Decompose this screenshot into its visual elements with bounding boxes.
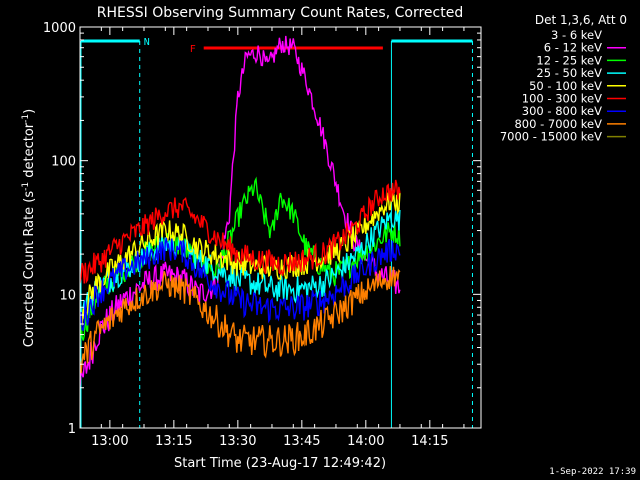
- flare-flag-label: F: [190, 44, 196, 55]
- series-line-5: [80, 190, 401, 326]
- legend-label: 7000 - 15000 keV: [500, 130, 602, 144]
- x-tick-label: 14:15: [411, 434, 448, 449]
- legend-label: 3 - 6 keV: [551, 28, 602, 42]
- y-tick-label: 100: [51, 155, 76, 170]
- y-axis-label-main: Corrected Count Rate (s: [22, 191, 37, 348]
- series-line-7: [80, 237, 401, 332]
- legend-label: 50 - 100 keV: [529, 79, 602, 93]
- legend-label: 100 - 300 keV: [522, 92, 602, 106]
- legend-label: 300 - 800 keV: [522, 104, 602, 118]
- series-line-8: [80, 266, 401, 374]
- x-axis-label: Start Time (23-Aug-17 12:49:42): [174, 456, 386, 471]
- x-tick-label: 13:45: [283, 434, 320, 449]
- y-axis-label-sup1: -1: [21, 182, 31, 191]
- legend-label: 800 - 7000 keV: [514, 117, 602, 131]
- y-tick-label: 1000: [43, 21, 76, 36]
- legend-label: 25 - 50 keV: [536, 66, 602, 80]
- y-axis-label-end: ): [22, 109, 37, 114]
- series-layer: [80, 35, 401, 387]
- series-line-6: [80, 179, 401, 284]
- series-line-1: [220, 117, 376, 351]
- legend-label: 6 - 12 keV: [544, 41, 602, 55]
- night-flag-label: N: [144, 37, 150, 48]
- x-tick-label: 13:30: [219, 434, 256, 449]
- x-tick-label: 13:00: [91, 434, 128, 449]
- y-axis-label-mid: detector: [22, 122, 37, 182]
- axis-layer: 13:00 13:15 13:30 13:45 14:00 14:15 1 10 100 1000: [43, 21, 481, 449]
- y-axis-label: Corrected Count Rate (s-1 detector-1): [21, 109, 37, 347]
- legend-label: 12 - 25 keV: [536, 53, 602, 67]
- chart-title: RHESSI Observing Summary Count Rates, Co…: [97, 5, 463, 21]
- y-tick-label: 1: [68, 422, 76, 437]
- y-tick-label: 10: [59, 288, 76, 303]
- x-tick-label: 14:00: [347, 434, 384, 449]
- y-axis-label-sup2: -1: [21, 114, 31, 123]
- x-tick-label: 13:15: [155, 434, 192, 449]
- legend-title: Det 1,3,6, Att 0: [535, 13, 627, 27]
- flag-layer: NF: [80, 37, 473, 428]
- timestamp: 1-Sep-2022 17:39: [549, 467, 636, 477]
- plot-frame: [79, 26, 482, 429]
